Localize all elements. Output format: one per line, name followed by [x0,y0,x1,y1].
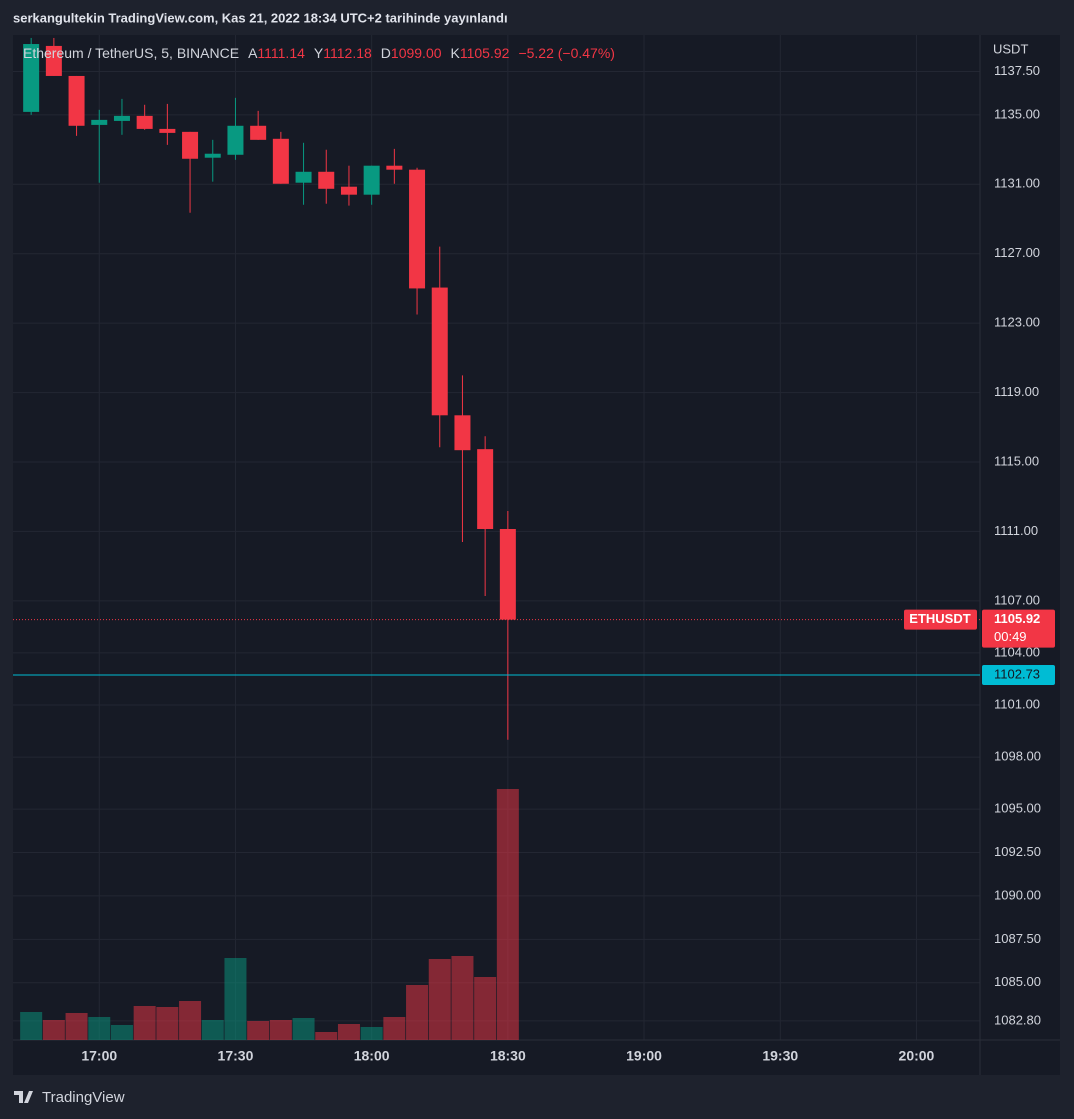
candle-body [409,169,426,289]
y-tick-label: 1131.00 [994,176,1040,191]
header: serkangultekin TradingView.com, Kas 21, … [13,10,508,25]
y-tick-label: 1098.00 [994,749,1041,764]
y-tick-label: 1111.00 [994,523,1038,538]
volume-bar [383,1017,406,1040]
volume-bar [133,1006,156,1040]
x-tick-label: 18:00 [354,1048,390,1064]
y-tick-label: 1082.80 [994,1012,1041,1027]
volume-bar [315,1032,338,1040]
candle-body [91,119,108,125]
price-label: 1105.92 [994,611,1040,626]
volume-bar [201,1020,224,1040]
x-tick-label: 19:00 [626,1048,662,1064]
legend-value: 1099.00 [391,45,442,61]
legend-value: 1111.14 [257,45,305,61]
candle-body [113,115,130,121]
y-tick-label: 1137.50 [994,63,1040,78]
legend-key: D [381,45,391,61]
y-tick-label: 1104.00 [994,644,1040,659]
footer: TradingView [42,1089,125,1106]
volume-bar [179,1001,202,1040]
volume-bar [360,1027,383,1040]
legend-key: A [248,45,258,61]
candle-body [45,45,62,76]
logo [14,1091,33,1103]
y-tick-label: 1095.00 [994,801,1041,816]
legend-key: K [451,45,461,61]
volume-bar [428,959,451,1040]
volume-bar [110,1025,133,1040]
volume-bar [20,1012,43,1040]
candle-body [363,165,380,195]
x-tick-label: 18:30 [490,1048,526,1064]
y-tick-label: 1092.50 [994,844,1041,859]
volume-bar [474,977,497,1040]
candle-body [227,125,244,155]
candle-body [182,131,199,159]
candle-body [318,171,335,189]
volume-bar [42,1020,65,1040]
x-tick-label: 17:30 [218,1048,254,1064]
level-tag [982,664,1055,685]
candle-body [272,138,289,184]
legend-change: −5.22 (−0.47%) [518,45,615,61]
candle-body [431,287,448,416]
candle-body [250,125,267,140]
x-tick-label: 20:00 [899,1048,935,1064]
x-tick-label: 19:30 [762,1048,798,1064]
x-tick-label: 17:00 [81,1048,117,1064]
y-tick-label: 1101.00 [994,696,1040,711]
candle-body [159,128,176,133]
legend-value: 1105.92 [460,45,510,61]
y-tick-label: 1119.00 [994,384,1039,399]
volume-bar [65,1013,88,1040]
volume-bar [406,985,429,1040]
price-tag [982,609,1055,648]
volume-bar [451,956,474,1040]
volume-bar [269,1020,292,1040]
symbol-tag [904,609,977,630]
candle-body [68,75,85,126]
countdown-label: 00:49 [994,629,1027,644]
volume-bar [224,958,247,1040]
candle-body [499,528,516,620]
volume-bar [88,1017,111,1040]
volume-bar [156,1007,179,1040]
y-tick-label: 1090.00 [994,887,1041,902]
volume-bar [496,789,519,1040]
volume-bar [292,1018,315,1040]
candle-body [386,165,403,170]
y-tick-label: 1087.50 [994,931,1041,946]
candle-body [454,415,471,451]
candle-body [23,44,40,112]
candle-body [295,171,312,183]
symbol-label: ETHUSDT [909,611,970,626]
volume-bar [247,1021,270,1040]
candle-body [340,186,357,195]
y-tick-label: 1115.00 [994,453,1039,468]
candle-body [477,449,494,529]
level-label: 1102.73 [994,666,1040,681]
y-tick-label: 1123.00 [994,315,1040,330]
y-tick-label: 1085.00 [994,974,1041,989]
panel [13,35,1060,1075]
legend: Ethereum / TetherUS, 5, BINANCE A1111.14 Y… [23,45,615,61]
legend-symbol: Ethereum / TetherUS, 5, BINANCE [23,45,239,61]
y-tick-label: 1127.00 [994,245,1040,260]
legend-key: Y [314,45,324,61]
candle-body [204,153,221,158]
candle-body [136,115,153,129]
y-tick-label: 1135.00 [994,106,1040,121]
currency: USDT [993,41,1028,56]
legend-value: 1112.18 [323,45,372,61]
volume-bar [337,1024,360,1040]
y-tick-label: 1107.00 [994,592,1040,607]
